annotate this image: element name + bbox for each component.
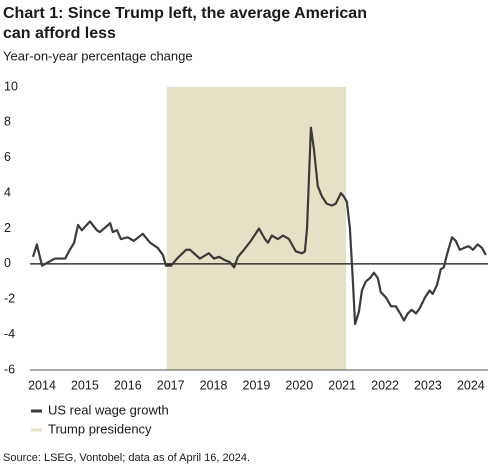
y-tick-label: 2 [4,221,11,235]
data-line [31,126,487,326]
highlight-band [166,87,347,370]
y-tick-label: 4 [4,185,11,199]
x-tick-label: 2020 [285,378,313,392]
legend-label: Trump presidency [48,421,152,436]
x-tick-label: 2018 [200,378,228,392]
y-tick-label: 0 [4,256,11,270]
y-tick-label: 8 [4,115,11,129]
x-tick-label: 2014 [28,378,56,392]
chart-title: Chart 1: Since Trump left, the average A… [3,5,367,22]
x-tick-label: 2021 [328,378,356,392]
y-tick-label: -2 [4,292,15,306]
x-tick-label: 2019 [243,378,271,392]
y-tick-label: 10 [4,79,18,93]
source-note: Source: LSEG, Vontobel; data as of April… [3,452,250,464]
x-tick-label: 2023 [414,378,442,392]
x-tick-label: 2022 [371,378,399,392]
x-tick-label: 2016 [114,378,142,392]
y-tick-label: 6 [4,150,11,164]
y-tick-label: -4 [4,327,15,341]
x-tick-label: 2024 [457,378,485,392]
chart-subtitle: Year-on-year percentage change [3,48,193,63]
legend-label: US real wage growth [48,402,169,417]
x-tick-label: 2017 [157,378,185,392]
x-tick-label: 2015 [71,378,99,392]
chart-title: can afford less [3,25,116,42]
y-tick-label: -6 [4,362,15,376]
